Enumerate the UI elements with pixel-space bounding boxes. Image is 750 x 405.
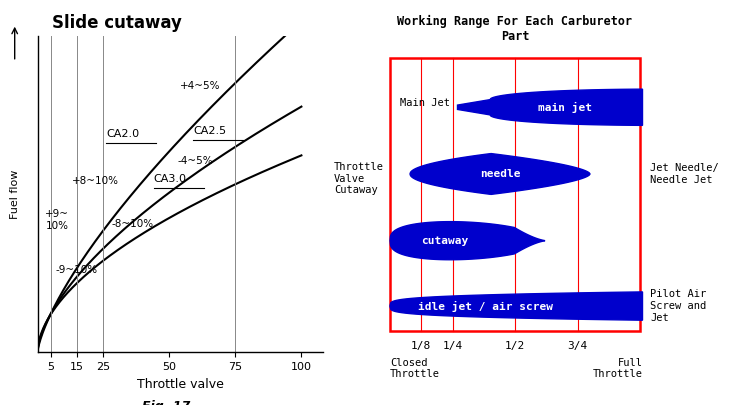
Text: CA2.5: CA2.5	[194, 126, 226, 136]
Text: 3/4: 3/4	[567, 341, 588, 352]
Text: -8~10%: -8~10%	[112, 220, 154, 230]
Text: 1/8: 1/8	[411, 341, 431, 352]
Text: CA2.0: CA2.0	[106, 129, 140, 139]
Text: -4~5%: -4~5%	[177, 156, 213, 166]
Text: Slide cutaway: Slide cutaway	[52, 14, 182, 32]
Text: main jet: main jet	[538, 102, 592, 113]
Text: needle: needle	[480, 169, 520, 179]
Text: Full
Throttle: Full Throttle	[592, 358, 643, 379]
Polygon shape	[390, 222, 545, 260]
Text: Fuel flow: Fuel flow	[10, 170, 20, 219]
Text: Closed
Throttle: Closed Throttle	[390, 358, 440, 379]
Polygon shape	[390, 292, 643, 320]
Text: Fig. 17: Fig. 17	[142, 400, 190, 405]
Text: Throttle
Valve
Cutaway: Throttle Valve Cutaway	[334, 162, 384, 195]
Text: 1/4: 1/4	[442, 341, 463, 352]
Text: Pilot Air
Screw and
Jet: Pilot Air Screw and Jet	[650, 290, 706, 323]
Text: idle jet / air screw: idle jet / air screw	[418, 301, 553, 311]
Text: Working Range For Each Carburetor
Part: Working Range For Each Carburetor Part	[398, 15, 632, 43]
Text: cutaway: cutaway	[422, 236, 469, 246]
Text: CA3.0: CA3.0	[154, 175, 187, 184]
Text: +4~5%: +4~5%	[180, 81, 220, 91]
Text: +8~10%: +8~10%	[72, 176, 118, 186]
Text: 1/2: 1/2	[505, 341, 525, 352]
Text: +9~
10%: +9~ 10%	[46, 209, 70, 231]
Text: -9~10%: -9~10%	[56, 264, 98, 275]
Text: Main Jet: Main Jet	[400, 98, 450, 108]
Polygon shape	[458, 89, 643, 126]
Polygon shape	[410, 153, 590, 194]
Text: Jet Needle/
Needle Jet: Jet Needle/ Needle Jet	[650, 163, 718, 185]
X-axis label: Throttle valve: Throttle valve	[136, 377, 224, 391]
Bar	[390, 58, 640, 330]
